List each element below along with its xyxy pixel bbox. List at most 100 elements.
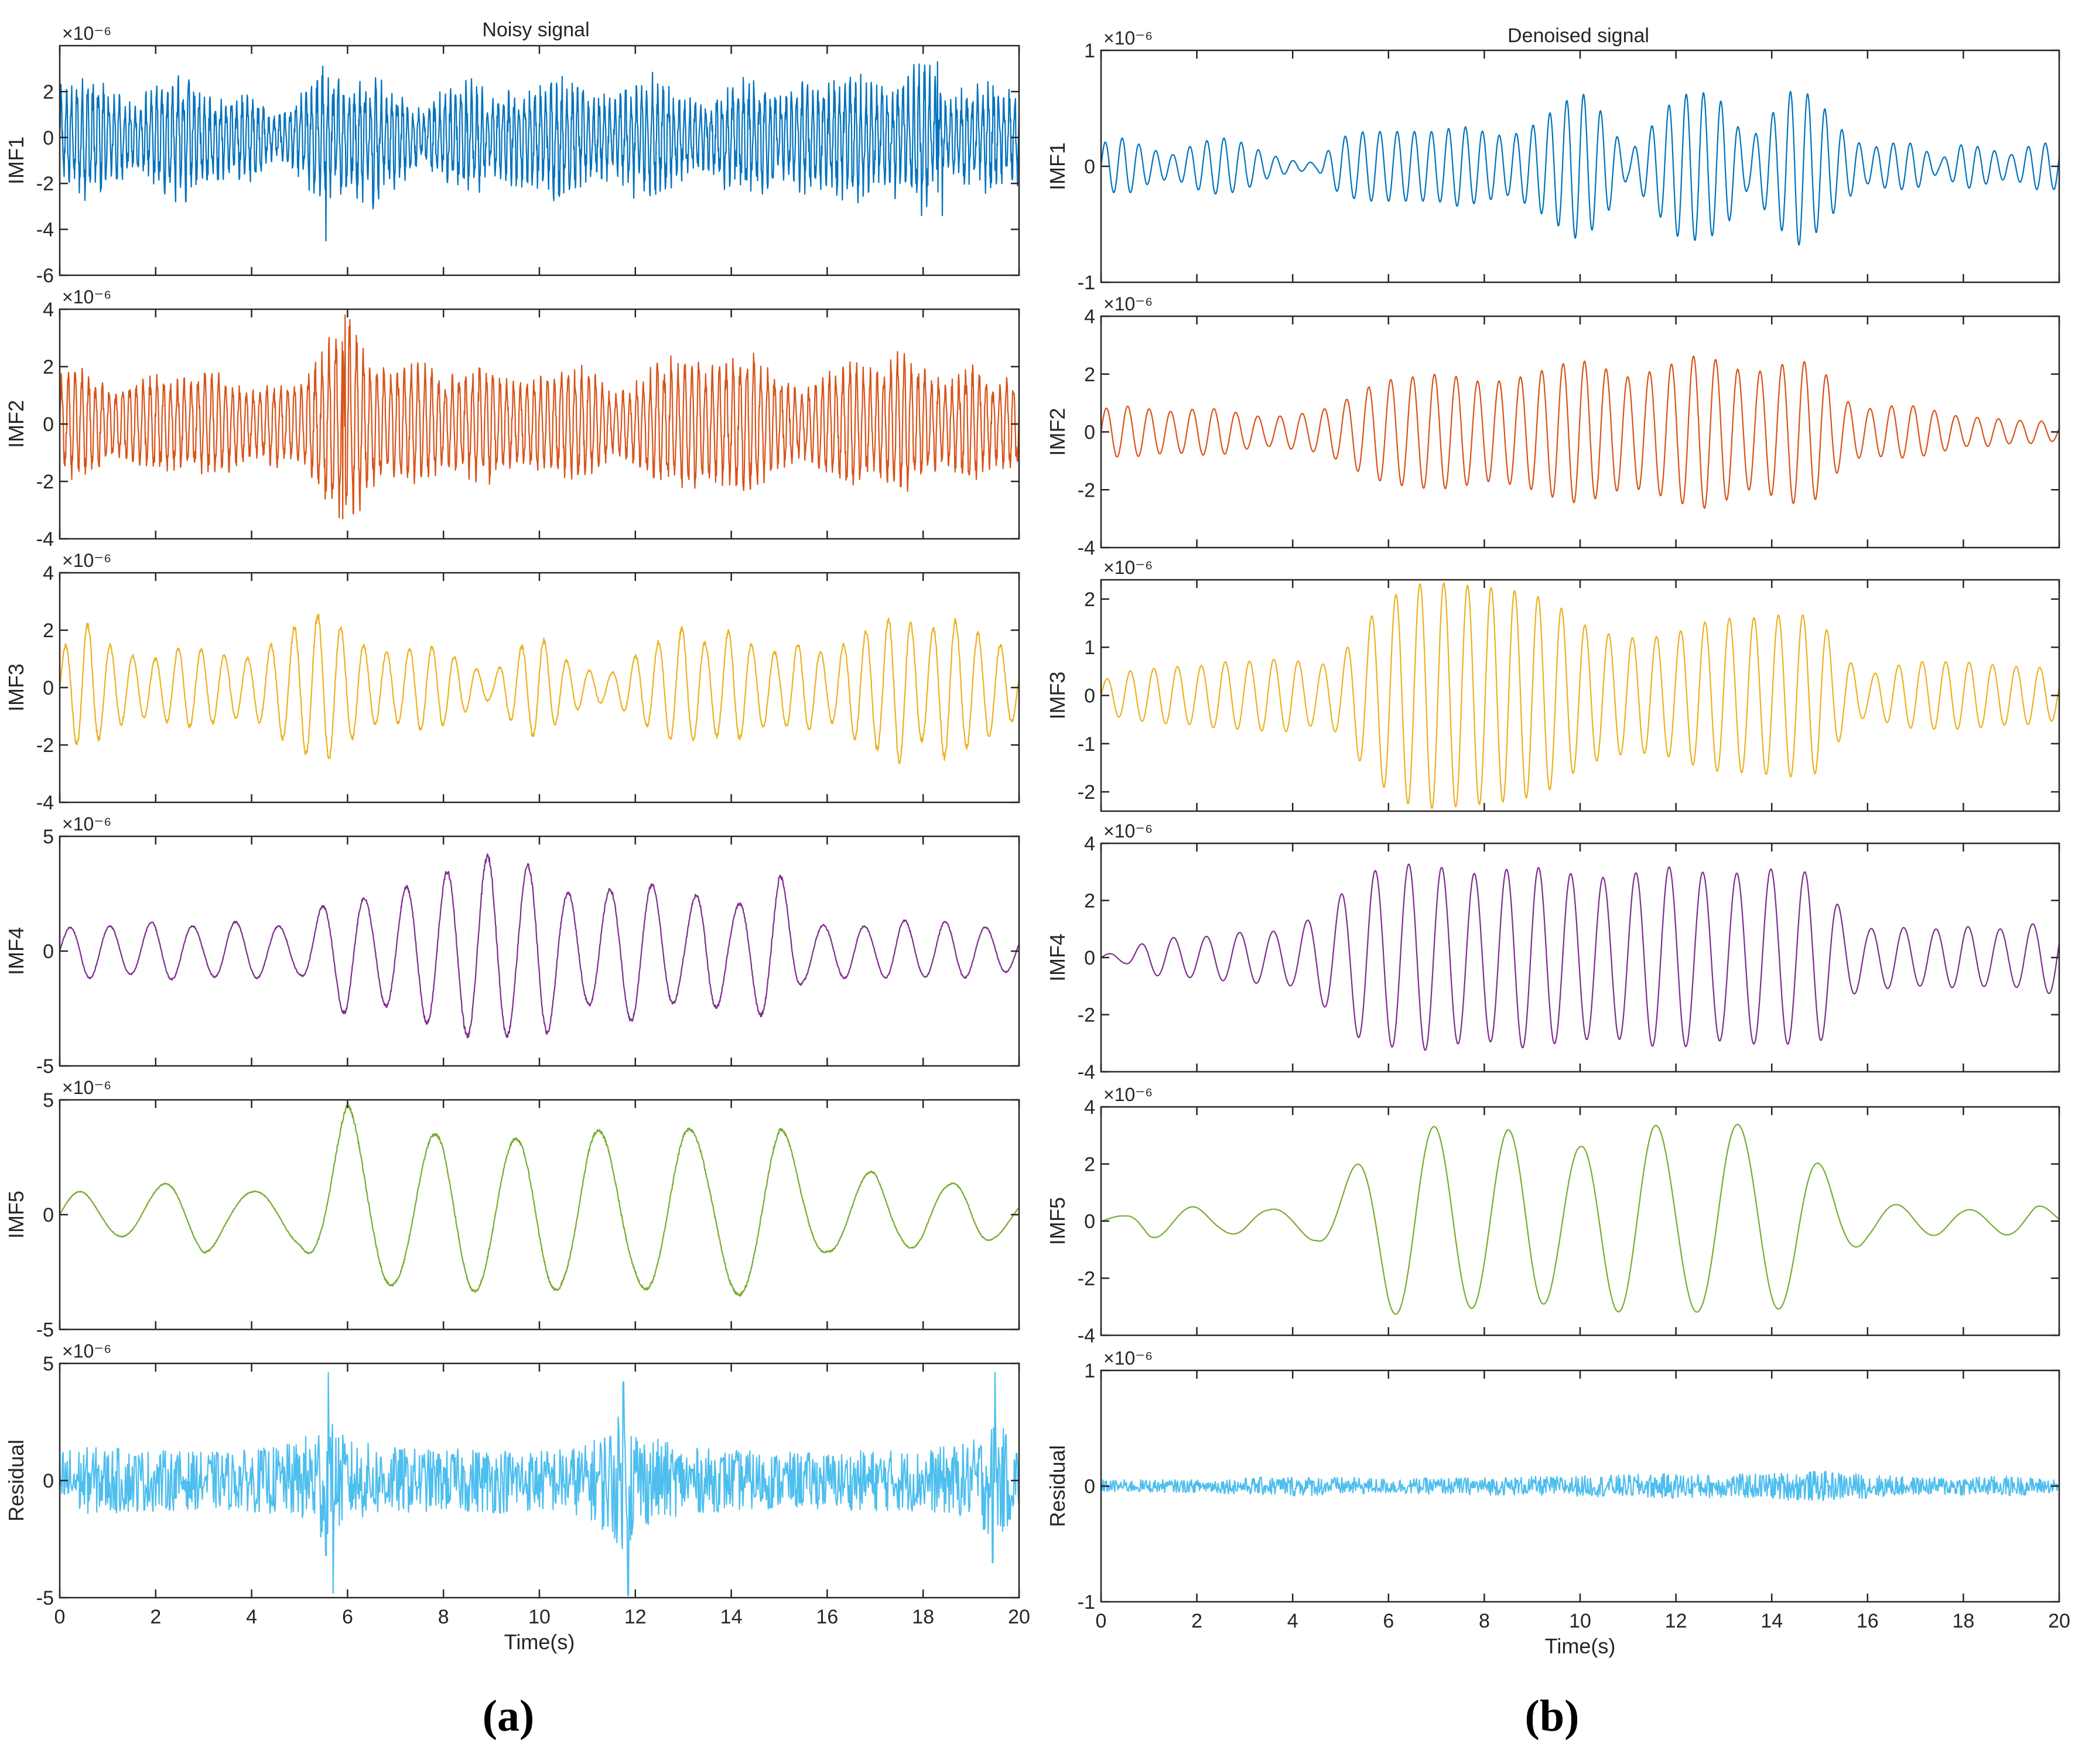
panel-a-imf5-exponent: ×10⁻⁶ [62, 1077, 111, 1098]
panel-b-imf4-ytick-label-0: -4 [1078, 1061, 1095, 1083]
panel-a-xtick-label-10: 20 [1008, 1606, 1030, 1628]
panel-b-xtick-label-3: 6 [1383, 1610, 1394, 1632]
panel-a-residual-ylabel: Residual [4, 1440, 28, 1522]
panel-b-imf4-frame [1100, 842, 2060, 1073]
panel-a-imf2-line [60, 314, 1019, 519]
panel-a-imf3-ytick-label-4: 4 [43, 562, 54, 584]
panel-a-imf2-axes: -4 -2 0 2 4 IMF2 ×10⁻⁶ [4, 286, 1020, 551]
panel-a-imf5-frame [59, 1099, 1020, 1331]
panel-a-imf5-line [60, 1102, 1019, 1297]
panel-b-imf4-ytick-label-3: 2 [1084, 890, 1095, 912]
panel-b-imf2-ytick-label-3: 2 [1084, 364, 1095, 386]
panel-b-imf3-ytick-label-0: -2 [1078, 781, 1095, 804]
panel-a-residual-ytick-label-1: 0 [43, 1470, 54, 1492]
panel-a-imf3-axes: -4 -2 0 2 4 IMF3 ×10⁻⁶ [4, 550, 1020, 814]
panel-b-imf5-ytick-label-0: -4 [1078, 1325, 1095, 1347]
panel-b-imf4-ytick-label-2: 0 [1084, 947, 1095, 969]
panel-b-imf3-ylabel: IMF3 [1045, 671, 1069, 719]
panel-b-imf2-ytick-label-2: 0 [1084, 422, 1095, 444]
panel-a-imf1-axes: -6 -4 -2 0 2 IMF1 ×10⁻⁶ [4, 23, 1020, 287]
panel-b-imf3-axes: -2 -1 0 1 2 IMF3 ×10⁻⁶ [1045, 557, 2060, 812]
panel-a-xtick-label-6: 12 [624, 1606, 647, 1628]
panel-b-imf5-axes: -4 -2 0 2 4 IMF5 ×10⁻⁶ [1045, 1084, 2060, 1347]
panel-b-xtick-label-6: 12 [1665, 1610, 1687, 1632]
panel-a-imf4-line [60, 853, 1019, 1039]
panel-b-xlabel: Time(s) [1545, 1634, 1616, 1658]
panel-a-xlabel: Time(s) [504, 1630, 575, 1654]
panel-b-imf2-ytick-label-0: -4 [1078, 537, 1095, 559]
panel-b-xtick-label-2: 4 [1287, 1610, 1298, 1632]
denoised-signal-title: Denoised signal [1507, 25, 1649, 47]
panel-a-xtick-label-4: 8 [438, 1606, 449, 1628]
panel-b-imf5-ytick-label-2: 0 [1084, 1211, 1095, 1233]
panel-a-imf3-frame [59, 572, 1020, 804]
panel-b-imf5-line [1101, 1123, 2059, 1315]
panel-a-imf4-axes: -5 0 5 IMF4 ×10⁻⁶ [4, 813, 1020, 1078]
panel-b-imf4-exponent: ×10⁻⁶ [1103, 821, 1153, 842]
panel-b-imf2-line [1101, 355, 2059, 509]
panel-b-imf4-ylabel: IMF4 [1045, 934, 1069, 982]
panel-b-imf4-axes: -4 -2 0 2 4 IMF4 ×10⁻⁶ [1045, 821, 2060, 1083]
panel-a-residual-exponent: ×10⁻⁶ [62, 1341, 111, 1362]
panel-b-imf2-ytick-label-4: 4 [1084, 306, 1095, 328]
panel-b-imf3-ytick-label-1: -1 [1078, 733, 1095, 755]
panel-a-imf2-ytick-label-0: -4 [36, 528, 54, 551]
panel-b-imf3-frame [1100, 579, 2060, 812]
panel-b-imf1-axes: -1 0 1 IMF1 ×10⁻⁶ [1045, 28, 2060, 294]
panel-a-imf5-axes: -5 0 5 IMF5 ×10⁻⁶ [4, 1077, 1020, 1341]
panel-a-imf3-ytick-label-1: -2 [36, 734, 54, 757]
panel-a-imf3-ylabel: IMF3 [4, 664, 28, 712]
caption-a: (a) [483, 1691, 535, 1741]
panel-b-imf3-exponent: ×10⁻⁶ [1103, 557, 1153, 578]
panel-b-xtick-label-5: 10 [1569, 1610, 1591, 1632]
panel-b-imf2-ytick-label-1: -2 [1078, 479, 1095, 501]
panel-a-xtick-label-1: 2 [150, 1606, 161, 1628]
panel-b-imf1-ytick-label-0: -1 [1078, 272, 1095, 294]
panel-a-imf1-ytick-label-4: 2 [43, 81, 54, 103]
panel-b-imf2-exponent: ×10⁻⁶ [1103, 293, 1153, 314]
panel-a-residual-line [60, 1372, 1019, 1597]
panel-a-imf2-exponent: ×10⁻⁶ [62, 286, 111, 307]
panel-a-xtick-label-7: 14 [720, 1606, 743, 1628]
panel-a-residual-ytick-label-2: 5 [43, 1353, 54, 1375]
panel-b-imf2-frame [1100, 315, 2060, 549]
panel-b-imf2-axes: -4 -2 0 2 4 IMF2 ×10⁻⁶ [1045, 293, 2060, 559]
panel-b-imf1-ylabel: IMF1 [1045, 142, 1069, 190]
panel-b-imf4-line [1101, 863, 2059, 1051]
panel-b-imf3-ytick-label-3: 1 [1084, 637, 1095, 659]
panel-b-residual-exponent: ×10⁻⁶ [1103, 1348, 1153, 1369]
panel-b-residual-ylabel: Residual [1045, 1445, 1069, 1527]
panel-b: -101IMF1×10⁻⁶-4-2024IMF2×10⁻⁶-2-1012IMF3… [1045, 28, 2070, 1658]
panel-a-imf1-line [60, 61, 1019, 242]
panel-b-residual-ytick-label-0: -1 [1078, 1591, 1095, 1613]
panel-a-imf3-ytick-label-0: -4 [36, 792, 54, 814]
panel-a-imf2-ytick-label-3: 2 [43, 356, 54, 378]
panel-b-imf4-ytick-label-1: -2 [1078, 1004, 1095, 1027]
panel-b-residual-ytick-label-2: 1 [1084, 1360, 1095, 1382]
panel-a-xtick-label-2: 4 [246, 1606, 257, 1628]
panel-b-imf1-ytick-label-2: 1 [1084, 40, 1095, 62]
panel-b-imf1-ytick-label-1: 0 [1084, 156, 1095, 178]
panel-a-imf1-ytick-label-3: 0 [43, 127, 54, 149]
panel-a-imf2-ylabel: IMF2 [4, 400, 28, 448]
panel-a-imf3-exponent: ×10⁻⁶ [62, 550, 111, 571]
panel-a-xtick-label-9: 18 [912, 1606, 934, 1628]
panel-b-imf5-ytick-label-4: 4 [1084, 1096, 1095, 1119]
panel-b-xtick-label-0: 0 [1096, 1610, 1107, 1632]
panel-b-xtick-label-8: 16 [1857, 1610, 1879, 1632]
panel-b-xtick-label-7: 14 [1760, 1610, 1783, 1632]
panel-a-imf3-ytick-label-3: 2 [43, 620, 54, 642]
panel-a-imf1-ylabel: IMF1 [4, 136, 28, 184]
panel-b-imf4-ytick-label-4: 4 [1084, 833, 1095, 855]
panel-b-xtick-label-1: 2 [1191, 1610, 1202, 1632]
panel-b-imf3-ytick-label-2: 0 [1084, 685, 1095, 707]
panel-b-imf1-frame [1100, 49, 2060, 283]
panel-a-imf1-exponent: ×10⁻⁶ [62, 23, 111, 44]
panel-a-imf4-ytick-label-2: 5 [43, 826, 54, 848]
panel-b-imf5-exponent: ×10⁻⁶ [1103, 1084, 1153, 1105]
panel-a-imf1-ytick-label-0: -6 [36, 265, 54, 287]
panel-a-imf2-ytick-label-1: -2 [36, 471, 54, 493]
panel-a-imf3-ytick-label-2: 0 [43, 677, 54, 699]
